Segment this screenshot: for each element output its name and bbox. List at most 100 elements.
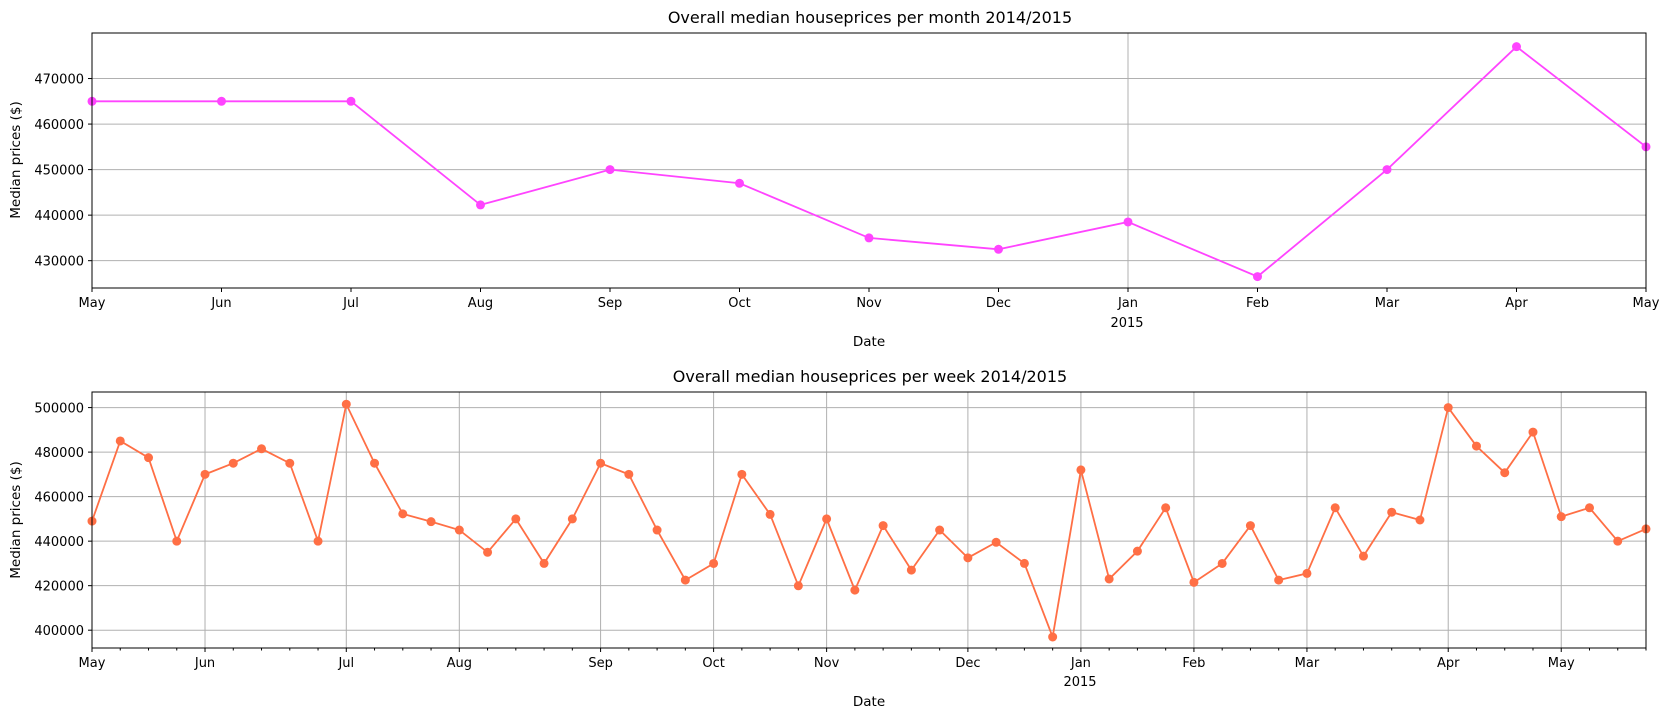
monthly-data-point: [1123, 217, 1133, 227]
weekly-data-point: [341, 399, 351, 409]
weekly-data-point: [737, 469, 747, 479]
monthly-y-label: Median prices ($): [8, 101, 24, 218]
weekly-data-point: [1471, 441, 1481, 451]
weekly-data-point: [1613, 536, 1623, 546]
weekly-data-point: [1048, 632, 1058, 642]
monthly-y-tick-label: 430000: [34, 255, 84, 270]
weekly-data-point: [680, 575, 690, 585]
weekly-data-point: [257, 444, 267, 454]
weekly-data-point: [596, 458, 606, 468]
weekly-data-point: [878, 521, 888, 531]
weekly-y-tick-label: 460000: [34, 491, 84, 506]
weekly-x-label: Date: [853, 694, 885, 710]
monthly-x-tick-label: May: [79, 296, 106, 311]
monthly-y-tick-label: 470000: [34, 73, 84, 88]
weekly-series-line: [91, 401, 1647, 641]
monthly-x-tick-label: Feb: [1246, 296, 1269, 311]
weekly-x-tick-label: Apr: [1437, 656, 1460, 671]
weekly-x-tick-label: May: [79, 656, 106, 671]
weekly-data-point: [200, 469, 210, 479]
weekly-plot-frame: [91, 391, 1647, 649]
weekly-grid: [92, 392, 1646, 648]
weekly-data-point: [285, 458, 295, 468]
monthly-x-label: Date: [853, 334, 885, 350]
monthly-y-tick-label: 440000: [34, 209, 84, 224]
weekly-x-tick-label: Nov: [814, 656, 840, 671]
monthly-x-axis: May Jun Jul Aug Sep Oct Nov Dec Jan Feb Mar Apr May: [79, 288, 1660, 311]
weekly-y-tick-label: 500000: [34, 402, 84, 417]
weekly-data-point: [906, 565, 916, 575]
weekly-y-label: Median prices ($): [8, 461, 24, 578]
monthly-x-tick-label: Oct: [728, 296, 750, 311]
weekly-y-tick-label: 440000: [34, 535, 84, 550]
monthly-chart-title: Overall median houseprices per month 201…: [668, 8, 1072, 27]
weekly-data-point: [454, 525, 464, 535]
weekly-data-point: [1500, 468, 1510, 478]
weekly-data-point: [963, 553, 973, 563]
weekly-data-point: [1358, 551, 1368, 561]
weekly-x-tick-label: Jul: [337, 656, 354, 671]
weekly-data-point: [1161, 503, 1171, 513]
weekly-data-point: [539, 558, 549, 568]
weekly-data-point: [1415, 515, 1425, 525]
weekly-data-point: [370, 458, 380, 468]
monthly-x-tick-label: Nov: [856, 296, 882, 311]
monthly-x-tick-label: Jun: [210, 296, 231, 311]
weekly-data-point: [1019, 558, 1029, 568]
weekly-data-point: [765, 509, 775, 519]
monthly-x-tick-label: May: [1633, 296, 1660, 311]
weekly-chart: Overall median houseprices per week 2014…: [8, 367, 1651, 710]
weekly-x-tick-label: Sep: [588, 656, 613, 671]
weekly-data-point: [567, 514, 577, 524]
weekly-data-point: [1274, 575, 1284, 585]
weekly-data-point: [1528, 427, 1538, 437]
weekly-data-point: [172, 536, 182, 546]
weekly-data-point: [1584, 503, 1594, 513]
weekly-data-point: [1245, 521, 1255, 531]
weekly-x-tick-label: Jun: [194, 656, 215, 671]
monthly-data-point: [346, 96, 356, 106]
monthly-data-point: [994, 244, 1003, 254]
monthly-data-point: [735, 178, 744, 188]
monthly-plot-frame: [91, 32, 1647, 289]
monthly-series: [87, 42, 1651, 282]
weekly-series: [87, 399, 1651, 642]
monthly-y-tick-label: 460000: [34, 118, 84, 133]
monthly-x-tick-label: Aug: [468, 296, 493, 311]
weekly-data-point: [991, 537, 1001, 547]
monthly-y-tick-label: 450000: [34, 164, 84, 179]
monthly-data-point: [476, 200, 485, 210]
weekly-data-point: [709, 558, 719, 568]
weekly-data-point: [822, 514, 832, 524]
monthly-data-point: [864, 233, 874, 243]
weekly-year-label: 2015: [1063, 675, 1096, 690]
monthly-year-label: 2015: [1110, 316, 1143, 331]
weekly-data-point: [398, 509, 408, 519]
monthly-chart: Overall median houseprices per month 201…: [8, 8, 1660, 350]
weekly-x-axis: May Jun Jul Aug Sep Oct Nov Dec Jan Feb Mar Apr May: [79, 648, 1647, 671]
weekly-y-tick-label: 480000: [34, 446, 84, 461]
monthly-y-axis: 430000 440000 450000 460000 470000: [34, 73, 92, 270]
weekly-data-point: [1556, 512, 1566, 522]
weekly-x-tick-label: Feb: [1182, 656, 1205, 671]
monthly-data-point: [1253, 272, 1262, 282]
weekly-data-point: [228, 458, 238, 468]
weekly-data-point: [1076, 465, 1086, 475]
weekly-x-tick-label: Jan: [1070, 656, 1091, 671]
weekly-data-point: [1387, 507, 1397, 517]
weekly-data-point: [850, 585, 860, 595]
weekly-data-point: [426, 517, 436, 527]
weekly-data-point: [1217, 558, 1227, 568]
weekly-chart-title: Overall median houseprices per week 2014…: [673, 367, 1067, 386]
monthly-x-tick-label: Jan: [1117, 296, 1138, 311]
weekly-data-point: [1330, 503, 1340, 513]
monthly-x-tick-label: Dec: [986, 296, 1011, 311]
weekly-data-point: [624, 469, 634, 479]
weekly-data-point: [793, 581, 803, 591]
weekly-y-axis: 400000 420000 440000 460000 480000 500000: [34, 402, 92, 639]
monthly-x-tick-label: Mar: [1375, 296, 1400, 311]
monthly-data-point: [1512, 42, 1521, 52]
weekly-data-point: [1189, 577, 1199, 587]
weekly-data-point: [483, 547, 493, 557]
